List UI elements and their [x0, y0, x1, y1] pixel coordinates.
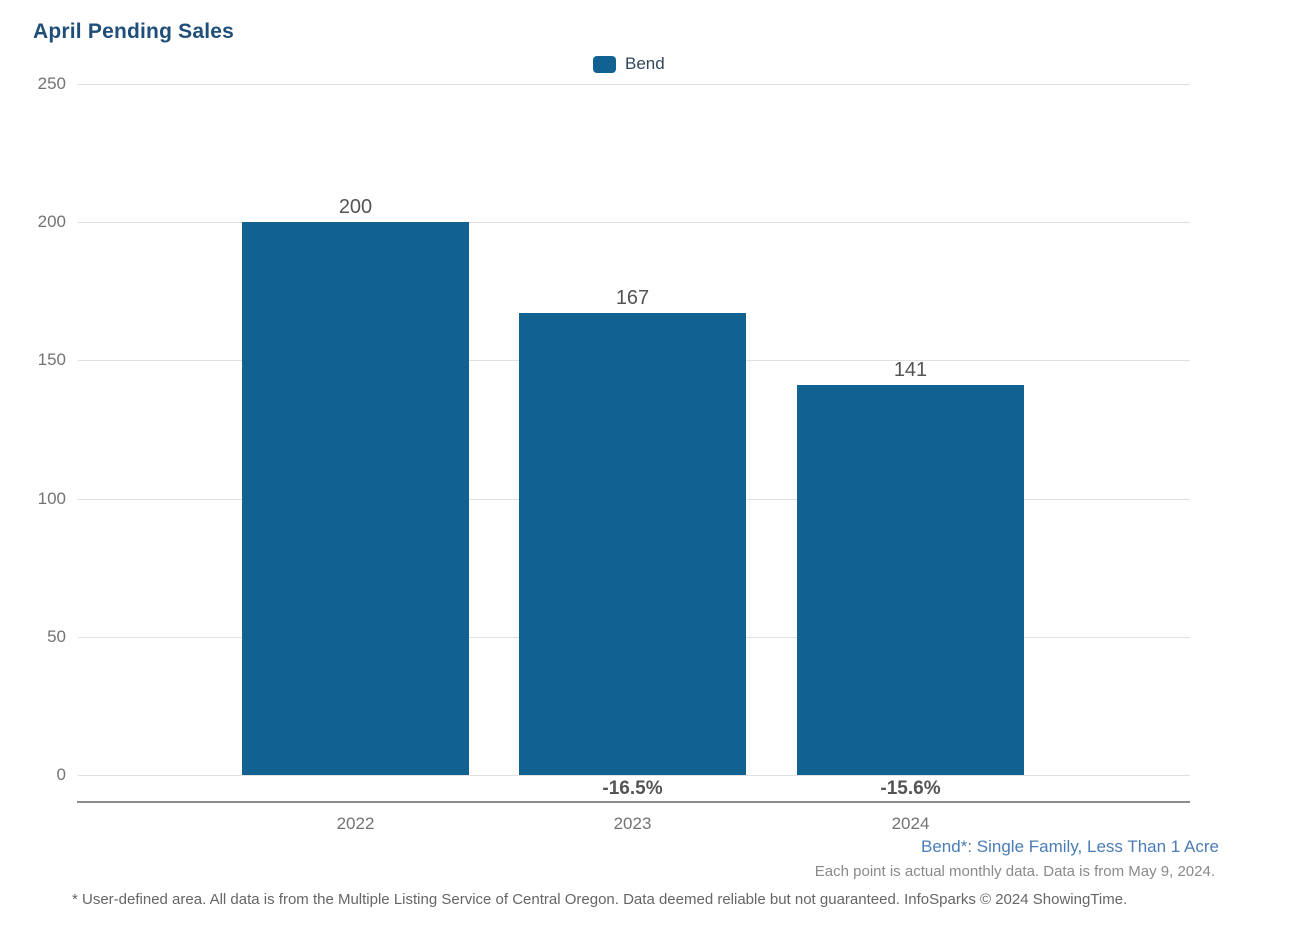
- gridline-y-250: [78, 84, 1190, 85]
- x-axis-tick-label: 2024: [891, 814, 930, 833]
- bar-2024[interactable]: [797, 385, 1024, 775]
- y-axis-tick-label: 200: [37, 212, 66, 232]
- x-axis-line: [77, 801, 1190, 803]
- bar-change-label: -15.6%: [880, 778, 941, 799]
- bar-value-label: 200: [338, 196, 373, 218]
- x-axis-tick-label: 2023: [613, 814, 652, 833]
- series-note: Bend*: Single Family, Less Than 1 Acre: [921, 837, 1219, 856]
- y-axis-tick-label: 50: [47, 626, 66, 646]
- disclaimer-note: * User-defined area. All data is from th…: [72, 891, 1128, 908]
- y-axis-tick-label: 0: [56, 765, 66, 784]
- y-axis-tick-label: 100: [37, 488, 66, 508]
- bar-value-label: 167: [615, 287, 650, 309]
- legend-label: Bend: [625, 54, 665, 73]
- chart-title: April Pending Sales: [33, 20, 235, 43]
- bar-value-label: 141: [893, 359, 928, 381]
- legend-item-bend[interactable]: Bend: [593, 54, 665, 74]
- bar-2023[interactable]: [519, 313, 746, 775]
- legend-swatch-icon: [593, 55, 616, 73]
- bar-change-label: -16.5%: [602, 778, 663, 799]
- x-axis-tick-label: 2022: [336, 814, 375, 833]
- gridline-y-0: [78, 775, 1190, 776]
- bar-2022[interactable]: [242, 222, 469, 775]
- y-axis-tick-label: 250: [37, 74, 66, 93]
- data-note: Each point is actual monthly data. Data …: [814, 863, 1215, 880]
- y-axis-tick-label: 150: [37, 350, 66, 370]
- gridline-y-200: [78, 222, 1190, 224]
- plot-area: 0 50 100 150 200 250 200 2022 167 -16.5% 2023 141 -1…: [38, 74, 1190, 833]
